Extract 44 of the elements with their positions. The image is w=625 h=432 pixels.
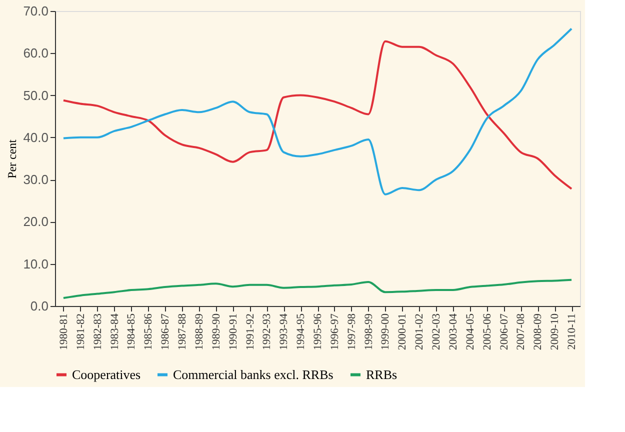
x-tick-label: 1981-82	[74, 314, 87, 350]
legend-label: Commercial banks excl. RRBs	[173, 366, 334, 382]
x-tick-label: 1997-98	[346, 313, 358, 350]
y-tick-label: 60.0	[23, 46, 48, 61]
y-tick-label: 50.0	[23, 88, 48, 103]
y-tick-label: 10.0	[23, 256, 48, 272]
x-tick-label: 2009-10	[549, 313, 562, 350]
x-tick-label: 1990-91	[227, 314, 240, 350]
x-tick-label: 2000-01	[396, 314, 409, 350]
x-tick-label: 2006-07	[498, 313, 510, 350]
x-tick-label: 1993-94	[278, 313, 290, 350]
x-tick-label: 1998-99	[362, 313, 375, 350]
x-tick-label: 2010-11	[566, 314, 578, 350]
x-tick-label: 2007-08	[515, 313, 528, 350]
x-tick-label: 2008-09	[532, 313, 544, 350]
x-tick-label: 1983-84	[108, 313, 121, 350]
x-tick-label: 2002-03	[430, 313, 443, 350]
x-tick-label: 1985-86	[142, 313, 155, 350]
x-tick-label: 1986-87	[160, 313, 172, 350]
x-tick-label: 1987-88	[176, 313, 189, 350]
x-tick-label: 1988-89	[193, 313, 206, 350]
legend-label: RRBs	[366, 366, 398, 382]
x-tick-label: 2004-05	[464, 313, 476, 350]
y-tick-label: 70.0	[23, 4, 48, 18]
y-tick-label: 30.0	[23, 172, 48, 188]
legend-label: Cooperatives	[72, 366, 141, 382]
x-tick-label: 1999-00	[380, 313, 392, 350]
x-tick-label: 1982-83	[92, 313, 104, 350]
x-tick-label: 1984-85	[126, 313, 138, 350]
y-axis-title: Per cent	[5, 138, 20, 178]
x-tick-label: 1995-96	[312, 313, 324, 350]
x-tick-label: 2005-06	[481, 313, 494, 350]
y-tick-label: 20.0	[23, 214, 48, 230]
x-tick-label: 2003-04	[447, 313, 460, 350]
line-series	[62, 278, 573, 299]
y-tick-label: 40.0	[23, 130, 48, 145]
x-tick-label: 1991-92	[244, 314, 256, 350]
x-tick-label: 1989-90	[210, 313, 222, 350]
y-tick-label: 0.0	[30, 298, 48, 314]
x-tick-label: 1980-81	[58, 314, 70, 350]
x-tick-label: 2001-02	[414, 314, 426, 350]
x-tick-label: 1992-93	[261, 313, 274, 350]
x-tick-label: 1994-95	[295, 313, 308, 350]
x-tick-label: 1996-97	[328, 313, 341, 350]
